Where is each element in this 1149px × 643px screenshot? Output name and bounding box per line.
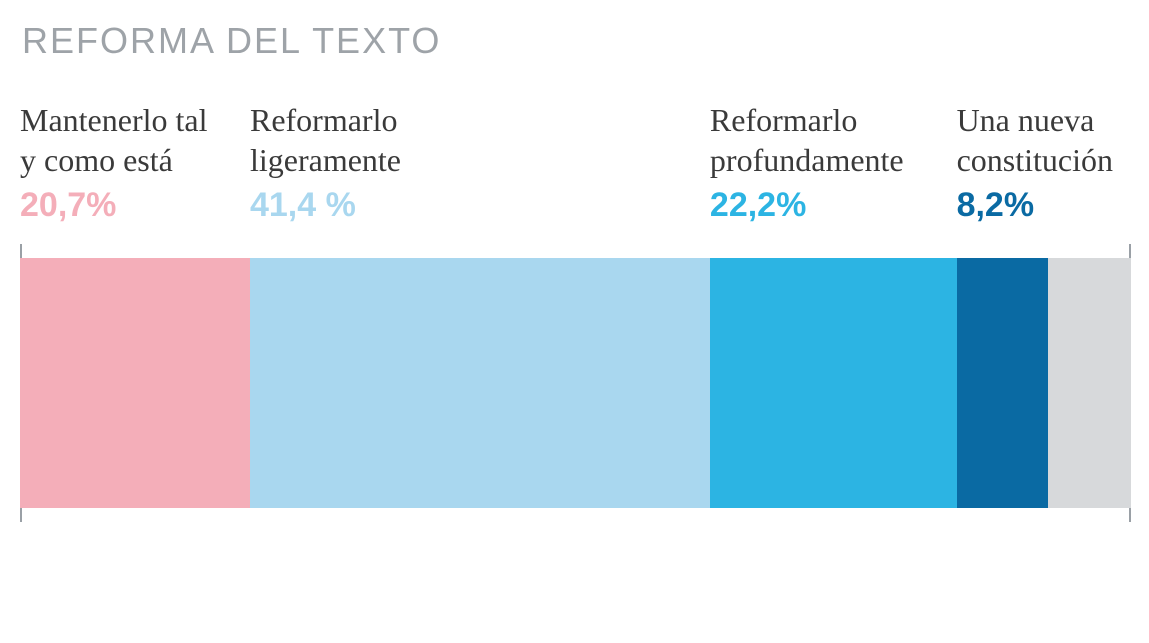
segment-rest	[1048, 258, 1131, 508]
segment-keep	[20, 258, 250, 508]
labels-row: Mantenerlo tal y como está 20,7% Reforma…	[20, 100, 1131, 250]
axis-tick-top-left	[20, 244, 22, 258]
label-slight-line2: ligeramente	[250, 140, 401, 180]
segment-deep	[710, 258, 957, 508]
label-keep-line2: y como está	[20, 140, 207, 180]
segment-slight	[250, 258, 710, 508]
label-new: Una nueva constitución 8,2%	[957, 100, 1113, 225]
label-slight-pct: 41,4 %	[250, 186, 401, 225]
bar-container	[20, 258, 1131, 508]
label-keep-pct: 20,7%	[20, 186, 207, 225]
chart-frame: REFORMA DEL TEXTO Mantenerlo tal y como …	[0, 0, 1149, 643]
segment-new	[957, 258, 1048, 508]
chart-title: REFORMA DEL TEXTO	[22, 20, 1131, 62]
label-new-line2: constitución	[957, 140, 1113, 180]
label-keep: Mantenerlo tal y como está 20,7%	[20, 100, 207, 225]
label-deep-pct: 22,2%	[710, 186, 904, 225]
label-slight: Reformarlo ligeramente 41,4 %	[250, 100, 401, 225]
axis-tick-top-right	[1129, 244, 1131, 258]
axis-tick-bottom-left	[20, 508, 22, 522]
label-deep-line2: profundamente	[710, 140, 904, 180]
axis-tick-bottom-right	[1129, 508, 1131, 522]
stacked-bar	[20, 258, 1131, 508]
label-deep-line1: Reformarlo	[710, 100, 904, 140]
label-new-line1: Una nueva	[957, 100, 1113, 140]
label-slight-line1: Reformarlo	[250, 100, 401, 140]
label-keep-line1: Mantenerlo tal	[20, 100, 207, 140]
label-new-pct: 8,2%	[957, 186, 1113, 225]
label-deep: Reformarlo profundamente 22,2%	[710, 100, 904, 225]
